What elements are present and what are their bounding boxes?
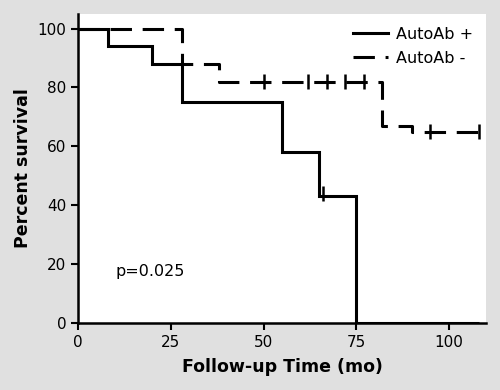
Y-axis label: Percent survival: Percent survival <box>14 89 32 248</box>
Text: p=0.025: p=0.025 <box>115 264 184 279</box>
Legend: AutoAb +, AutoAb -: AutoAb +, AutoAb - <box>348 22 478 71</box>
X-axis label: Follow-up Time (mo): Follow-up Time (mo) <box>182 358 382 376</box>
